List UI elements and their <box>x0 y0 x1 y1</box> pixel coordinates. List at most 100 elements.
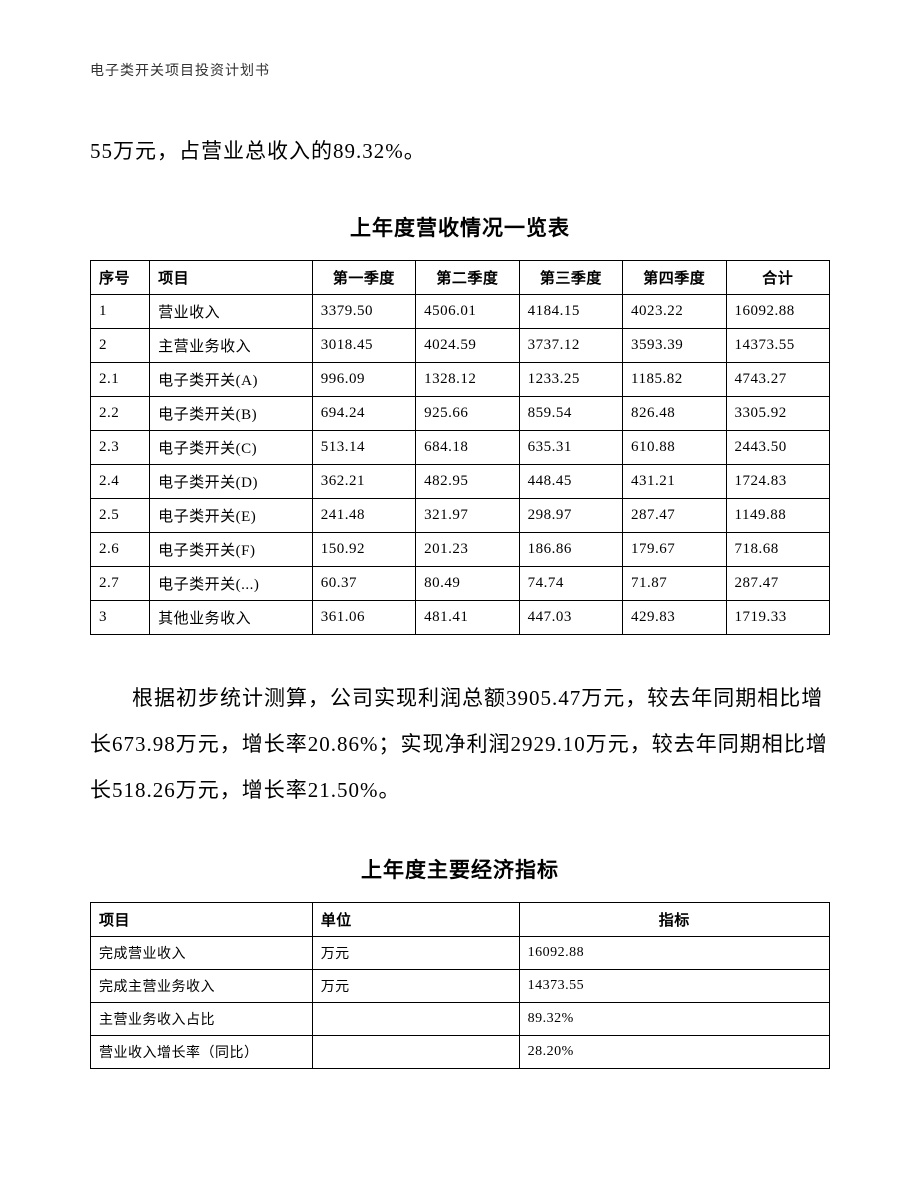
table-cell: 1 <box>91 295 150 329</box>
table-cell: 1724.83 <box>726 465 830 499</box>
table-cell: 4506.01 <box>416 295 519 329</box>
table-cell: 298.97 <box>519 499 622 533</box>
col-unit: 单位 <box>312 902 519 936</box>
table1-title: 上年度营收情况一览表 <box>90 212 830 242</box>
table-header-row: 项目 单位 指标 <box>91 902 830 936</box>
table-cell: 14373.55 <box>726 329 830 363</box>
table-cell: 89.32% <box>519 1002 829 1035</box>
table-cell: 718.68 <box>726 533 830 567</box>
table-cell: 16092.88 <box>726 295 830 329</box>
table-cell: 主营业务收入 <box>150 329 313 363</box>
table-cell: 电子类开关(E) <box>150 499 313 533</box>
table-cell: 万元 <box>312 969 519 1002</box>
body-paragraph: 根据初步统计测算，公司实现利润总额3905.47万元，较去年同期相比增长673.… <box>90 675 830 814</box>
table-row: 2主营业务收入3018.454024.593737.123593.3914373… <box>91 329 830 363</box>
table-cell: 513.14 <box>312 431 415 465</box>
table-cell: 150.92 <box>312 533 415 567</box>
table-cell: 2443.50 <box>726 431 830 465</box>
table-cell: 4743.27 <box>726 363 830 397</box>
table-cell: 71.87 <box>623 567 726 601</box>
table-cell: 694.24 <box>312 397 415 431</box>
table-cell: 电子类开关(A) <box>150 363 313 397</box>
table-cell: 74.74 <box>519 567 622 601</box>
table-cell: 925.66 <box>416 397 519 431</box>
table-cell: 2.7 <box>91 567 150 601</box>
table-row: 营业收入增长率（同比） 28.20% <box>91 1035 830 1068</box>
table-cell: 电子类开关(...) <box>150 567 313 601</box>
table-cell: 3737.12 <box>519 329 622 363</box>
table-cell: 429.83 <box>623 601 726 635</box>
table-cell: 431.21 <box>623 465 726 499</box>
table-cell: 3305.92 <box>726 397 830 431</box>
table-cell: 186.86 <box>519 533 622 567</box>
table-cell: 28.20% <box>519 1035 829 1068</box>
col-q2: 第二季度 <box>416 261 519 295</box>
table-cell: 4184.15 <box>519 295 622 329</box>
document-header: 电子类开关项目投资计划书 <box>90 60 830 80</box>
table-cell: 826.48 <box>623 397 726 431</box>
table-cell <box>312 1002 519 1035</box>
table-cell: 2.6 <box>91 533 150 567</box>
table-cell: 14373.55 <box>519 969 829 1002</box>
table-row: 主营业务收入占比 89.32% <box>91 1002 830 1035</box>
table-cell: 电子类开关(B) <box>150 397 313 431</box>
revenue-table: 序号 项目 第一季度 第二季度 第三季度 第四季度 合计 1营业收入3379.5… <box>90 260 830 635</box>
table-cell <box>312 1035 519 1068</box>
col-item: 项目 <box>91 902 313 936</box>
table-cell: 60.37 <box>312 567 415 601</box>
table-cell: 3379.50 <box>312 295 415 329</box>
table-cell: 主营业务收入占比 <box>91 1002 313 1035</box>
col-item: 项目 <box>150 261 313 295</box>
col-q1: 第一季度 <box>312 261 415 295</box>
table-row: 2.2电子类开关(B)694.24925.66859.54826.483305.… <box>91 397 830 431</box>
table-row: 2.6电子类开关(F)150.92201.23186.86179.67718.6… <box>91 533 830 567</box>
table-cell: 321.97 <box>416 499 519 533</box>
table-cell: 电子类开关(D) <box>150 465 313 499</box>
table-cell: 2 <box>91 329 150 363</box>
indicators-table: 项目 单位 指标 完成营业收入万元16092.88完成主营业务收入万元14373… <box>90 902 830 1069</box>
table-cell: 完成营业收入 <box>91 936 313 969</box>
table-cell: 996.09 <box>312 363 415 397</box>
table-cell: 其他业务收入 <box>150 601 313 635</box>
table-cell: 859.54 <box>519 397 622 431</box>
table-cell: 1719.33 <box>726 601 830 635</box>
table-cell: 2.4 <box>91 465 150 499</box>
table-cell: 287.47 <box>623 499 726 533</box>
table-row: 2.4电子类开关(D)362.21482.95448.45431.211724.… <box>91 465 830 499</box>
table-row: 2.1电子类开关(A)996.091328.121233.251185.8247… <box>91 363 830 397</box>
table-cell: 448.45 <box>519 465 622 499</box>
col-indicator: 指标 <box>519 902 829 936</box>
table-cell: 201.23 <box>416 533 519 567</box>
table-cell: 营业收入 <box>150 295 313 329</box>
table-cell: 3593.39 <box>623 329 726 363</box>
table-cell: 2.5 <box>91 499 150 533</box>
table-cell: 287.47 <box>726 567 830 601</box>
table-cell: 电子类开关(C) <box>150 431 313 465</box>
col-q3: 第三季度 <box>519 261 622 295</box>
table-cell: 2.2 <box>91 397 150 431</box>
table-cell: 684.18 <box>416 431 519 465</box>
table-row: 2.5电子类开关(E)241.48321.97298.97287.471149.… <box>91 499 830 533</box>
table-row: 2.3电子类开关(C)513.14684.18635.31610.882443.… <box>91 431 830 465</box>
table-row: 3其他业务收入361.06481.41447.03429.831719.33 <box>91 601 830 635</box>
table-cell: 1185.82 <box>623 363 726 397</box>
table-cell: 3018.45 <box>312 329 415 363</box>
table-cell: 1149.88 <box>726 499 830 533</box>
table-cell: 635.31 <box>519 431 622 465</box>
table-cell: 3 <box>91 601 150 635</box>
table2-title: 上年度主要经济指标 <box>90 854 830 884</box>
table-cell: 16092.88 <box>519 936 829 969</box>
table-cell: 4024.59 <box>416 329 519 363</box>
col-q4: 第四季度 <box>623 261 726 295</box>
table-cell: 2.1 <box>91 363 150 397</box>
table-cell: 610.88 <box>623 431 726 465</box>
table-cell: 1233.25 <box>519 363 622 397</box>
table-row: 2.7电子类开关(...)60.3780.4974.7471.87287.47 <box>91 567 830 601</box>
col-seq: 序号 <box>91 261 150 295</box>
table-header-row: 序号 项目 第一季度 第二季度 第三季度 第四季度 合计 <box>91 261 830 295</box>
table-cell: 481.41 <box>416 601 519 635</box>
table-cell: 2.3 <box>91 431 150 465</box>
table-cell: 营业收入增长率（同比） <box>91 1035 313 1068</box>
table-cell: 80.49 <box>416 567 519 601</box>
table-cell: 万元 <box>312 936 519 969</box>
